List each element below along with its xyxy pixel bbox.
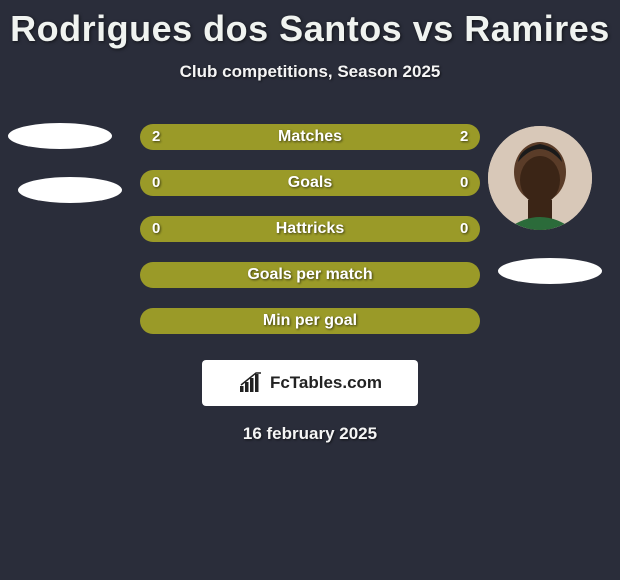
stat-value-right: 2 — [460, 124, 468, 150]
stat-value-left: 0 — [152, 170, 160, 196]
chart-icon — [238, 372, 264, 394]
date-line: 16 february 2025 — [0, 424, 620, 444]
stat-value-right: 0 — [460, 216, 468, 242]
page-title: Rodrigues dos Santos vs Ramires — [0, 0, 620, 50]
stat-row: Hattricks 0 0 — [0, 216, 620, 262]
stat-value-left: 0 — [152, 216, 160, 242]
subtitle: Club competitions, Season 2025 — [0, 62, 620, 82]
branding-box: FcTables.com — [202, 360, 418, 406]
stat-label: Goals — [140, 170, 480, 196]
stat-row: Min per goal — [0, 308, 620, 354]
stat-bar: Hattricks — [140, 216, 480, 242]
stat-label: Matches — [140, 124, 480, 150]
stats-area: Matches 2 2 Goals 0 0 Hattricks 0 0 Goal… — [0, 124, 620, 444]
stat-label: Goals per match — [140, 262, 480, 288]
branding-text: FcTables.com — [270, 373, 382, 393]
stat-row: Goals 0 0 — [0, 170, 620, 216]
stat-label: Hattricks — [140, 216, 480, 242]
stat-value-right: 0 — [460, 170, 468, 196]
stat-bar: Matches — [140, 124, 480, 150]
stat-label: Min per goal — [140, 308, 480, 334]
stat-bar: Goals per match — [140, 262, 480, 288]
stat-row: Goals per match — [0, 262, 620, 308]
stat-bar: Goals — [140, 170, 480, 196]
stat-row: Matches 2 2 — [0, 124, 620, 170]
stat-value-left: 2 — [152, 124, 160, 150]
stat-bar: Min per goal — [140, 308, 480, 334]
